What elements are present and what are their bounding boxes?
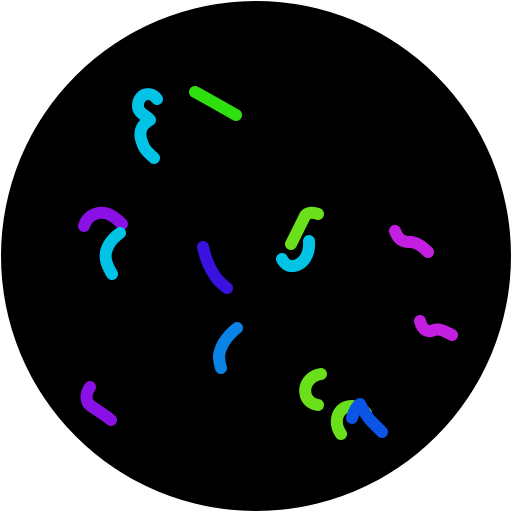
worm-green-top	[189, 86, 242, 121]
worm-lime-center	[285, 206, 324, 250]
worm-cyan-left	[99, 227, 126, 280]
worm-violet-bottom-left	[80, 381, 117, 426]
worm-cyan-center	[276, 235, 316, 273]
worm-magenta-right-lower	[414, 315, 458, 341]
worm-blue-center-lower	[213, 322, 243, 374]
worm-royal-bottom-right	[346, 398, 388, 438]
worm-indigo-center	[197, 241, 233, 294]
worm-cyan-top-left	[132, 88, 163, 164]
worm-lime-bottom-center	[299, 368, 327, 411]
worm-violet-left	[78, 206, 128, 232]
worm-magenta-right-upper	[389, 225, 434, 258]
